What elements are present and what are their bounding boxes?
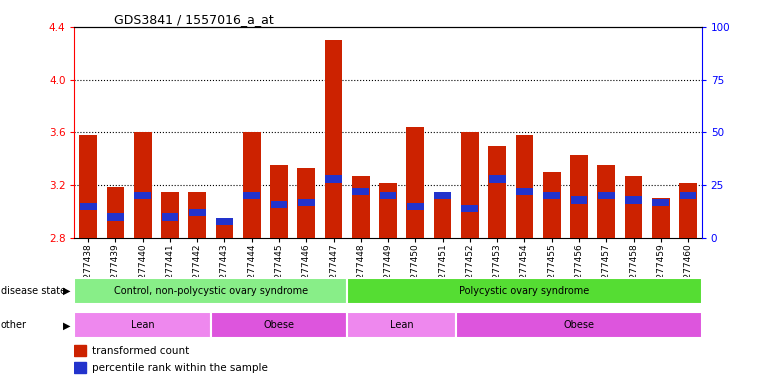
- Bar: [74, 362, 85, 373]
- Bar: [162, 214, 178, 220]
- Bar: [406, 127, 424, 238]
- Text: ▶: ▶: [63, 320, 71, 331]
- Text: transformed count: transformed count: [92, 346, 189, 356]
- Bar: [652, 199, 670, 206]
- Text: Obese: Obese: [564, 320, 594, 331]
- Bar: [516, 188, 533, 195]
- Bar: [107, 214, 124, 220]
- Bar: [79, 135, 97, 238]
- Bar: [107, 187, 124, 238]
- Bar: [652, 199, 670, 238]
- Bar: [679, 183, 697, 238]
- Bar: [379, 192, 397, 199]
- Bar: [488, 175, 506, 182]
- Bar: [270, 166, 288, 238]
- Bar: [161, 192, 179, 238]
- Bar: [543, 192, 560, 199]
- Bar: [379, 183, 397, 238]
- Bar: [80, 203, 96, 210]
- Bar: [243, 132, 260, 238]
- Bar: [270, 201, 288, 208]
- Bar: [488, 146, 506, 238]
- Bar: [134, 192, 151, 199]
- Bar: [625, 176, 642, 238]
- Text: Control, non-polycystic ovary syndrome: Control, non-polycystic ovary syndrome: [114, 286, 308, 296]
- Bar: [434, 196, 452, 238]
- Bar: [243, 192, 260, 199]
- Text: disease state: disease state: [1, 286, 66, 296]
- Bar: [325, 40, 343, 238]
- Bar: [347, 278, 702, 304]
- Bar: [516, 135, 533, 238]
- Text: other: other: [1, 320, 27, 331]
- Bar: [216, 221, 234, 238]
- Bar: [74, 345, 85, 356]
- Text: GDS3841 / 1557016_a_at: GDS3841 / 1557016_a_at: [114, 13, 274, 26]
- Bar: [625, 197, 642, 204]
- Bar: [216, 218, 233, 225]
- Text: Lean: Lean: [390, 320, 413, 331]
- Bar: [598, 192, 615, 199]
- Bar: [188, 192, 206, 238]
- Bar: [74, 278, 347, 304]
- Bar: [597, 166, 615, 238]
- Bar: [298, 199, 314, 206]
- Bar: [456, 313, 702, 338]
- Bar: [434, 192, 451, 199]
- Bar: [571, 197, 587, 204]
- Text: percentile rank within the sample: percentile rank within the sample: [92, 362, 268, 373]
- Bar: [297, 168, 315, 238]
- Bar: [325, 175, 342, 182]
- Bar: [461, 132, 479, 238]
- Bar: [347, 313, 456, 338]
- Bar: [134, 132, 151, 238]
- Text: ▶: ▶: [63, 286, 71, 296]
- Text: Lean: Lean: [131, 320, 154, 331]
- Bar: [352, 176, 370, 238]
- Bar: [462, 205, 478, 212]
- Bar: [352, 188, 369, 195]
- Bar: [189, 209, 205, 216]
- Bar: [570, 155, 588, 238]
- Bar: [407, 203, 424, 210]
- Bar: [543, 172, 561, 238]
- Bar: [680, 192, 696, 199]
- Text: Polycystic ovary syndrome: Polycystic ovary syndrome: [459, 286, 590, 296]
- Bar: [74, 313, 211, 338]
- Text: Obese: Obese: [263, 320, 295, 331]
- Bar: [211, 313, 347, 338]
